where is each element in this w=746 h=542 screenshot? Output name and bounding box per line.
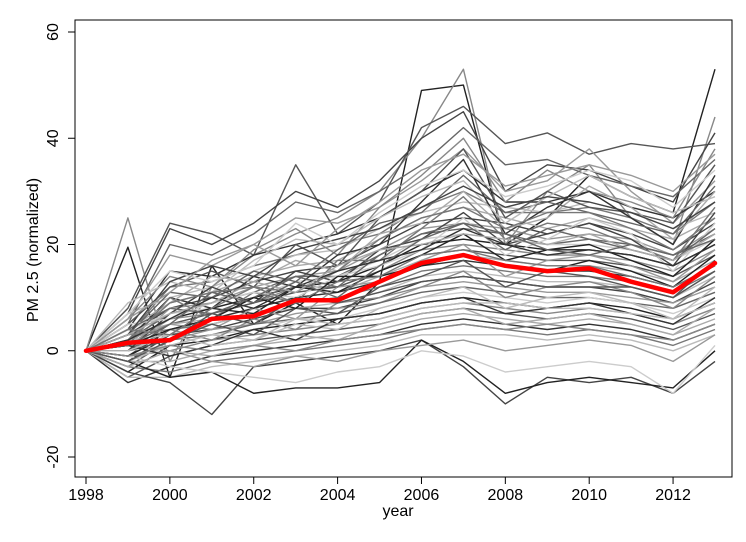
series-line (85, 339, 716, 394)
x-tick-label: 2012 (655, 487, 691, 504)
series-lines (85, 68, 716, 416)
series-line (85, 222, 716, 352)
x-tick-label: 2006 (404, 487, 440, 504)
y-tick-label: 40 (45, 129, 62, 147)
x-tick-label: 1998 (68, 487, 104, 504)
series-line (85, 270, 716, 363)
x-axis-ticks: 1998 2000 2002 2004 2006 2008 2010 2012 (68, 477, 691, 504)
series-line (85, 111, 716, 352)
series-line (85, 323, 716, 357)
series-line (85, 307, 716, 368)
y-axis-ticks: -20 0 20 40 60 (45, 23, 75, 469)
series-line (85, 334, 716, 368)
series-line (85, 318, 716, 384)
x-tick-label: 2004 (320, 487, 356, 504)
x-tick-label: 2000 (152, 487, 188, 504)
series-line (85, 206, 716, 352)
series-line (85, 222, 716, 352)
mean-series-line (83, 252, 718, 354)
y-tick-label: 20 (45, 236, 62, 254)
x-axis-title: year (382, 503, 414, 520)
series-line (85, 105, 716, 352)
series-line (85, 185, 716, 352)
plot-frame (74, 19, 733, 478)
series-line (86, 259, 716, 352)
y-tick-label: 0 (45, 346, 62, 355)
series-line (85, 158, 716, 352)
series-line (85, 334, 716, 378)
series-line (85, 126, 716, 352)
y-tick-label: 60 (45, 23, 62, 41)
y-tick-label: -20 (45, 445, 62, 468)
x-tick-label: 2008 (488, 487, 524, 504)
series-line (86, 302, 716, 352)
series-line (85, 148, 716, 352)
series-line (85, 243, 716, 352)
series-line (85, 153, 716, 352)
series-line (85, 344, 716, 394)
series-line (85, 249, 716, 352)
series-line (85, 296, 716, 357)
series-line (85, 174, 716, 352)
y-axis-title: PM 2.5 (normalized) (25, 178, 42, 322)
x-tick-label: 2010 (571, 487, 607, 504)
x-tick-label: 2002 (236, 487, 272, 504)
